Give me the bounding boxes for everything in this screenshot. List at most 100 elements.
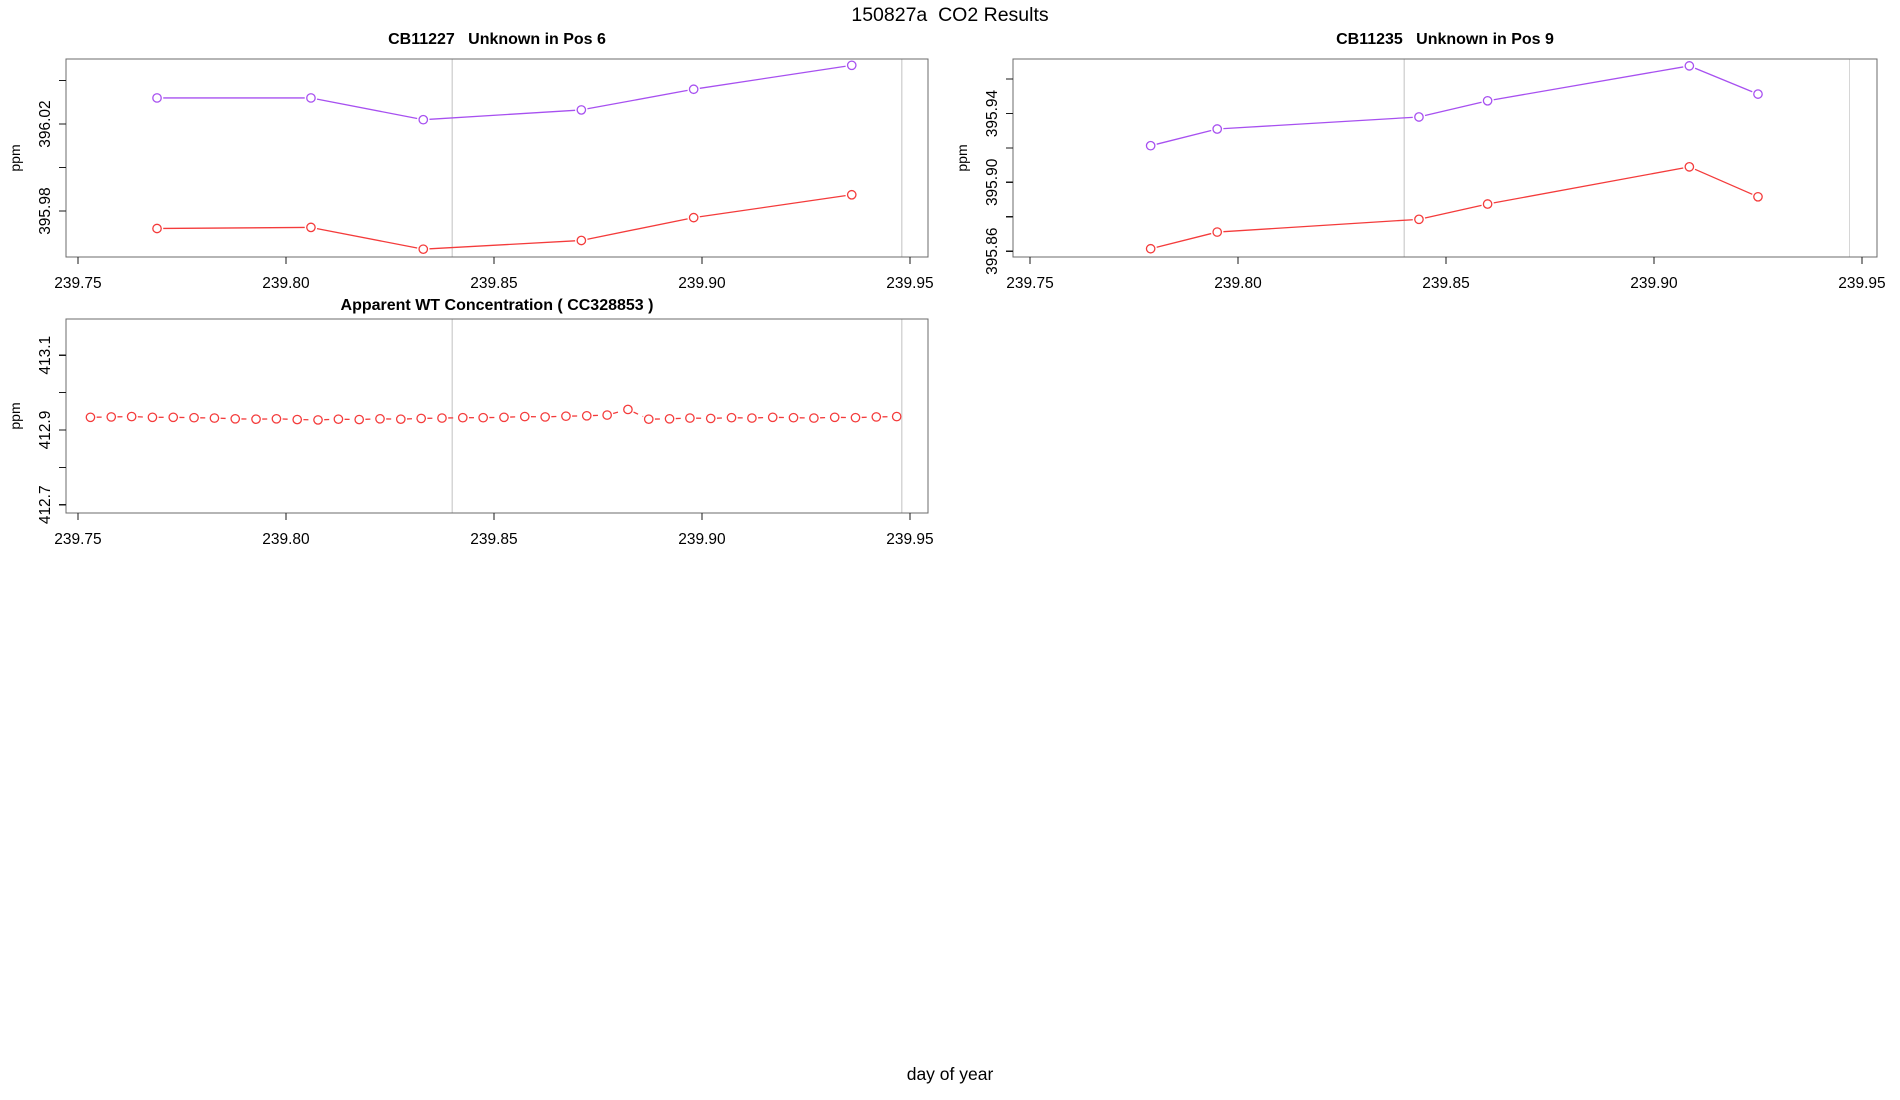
data-point-marker xyxy=(126,411,137,422)
data-point-marker xyxy=(418,244,429,255)
chart-pos9-title: CB11235 Unknown in Pos 9 xyxy=(1336,31,1554,48)
series-segment xyxy=(587,218,688,240)
data-point-marker xyxy=(705,413,716,424)
data-point-marker xyxy=(602,410,612,420)
series-segment xyxy=(633,411,644,418)
data-point-marker xyxy=(306,222,316,233)
x-tick-label: 239.75 xyxy=(54,531,101,548)
data-point-marker xyxy=(478,412,489,423)
series-segment xyxy=(1156,232,1212,248)
data-point-marker xyxy=(313,415,323,425)
x-tick-label: 239.85 xyxy=(1422,275,1469,292)
series-segment xyxy=(1424,204,1482,219)
data-point-marker xyxy=(664,413,675,424)
y-tick-label: 395.98 xyxy=(37,187,54,234)
data-point-marker xyxy=(1414,214,1424,225)
data-point-marker xyxy=(209,413,220,423)
data-point-marker xyxy=(271,413,282,424)
data-point-marker xyxy=(189,412,199,423)
data-point-marker xyxy=(623,404,633,415)
data-point-marker xyxy=(747,413,757,423)
data-point-marker xyxy=(416,413,427,424)
data-point-marker xyxy=(846,189,857,200)
x-tick-label: 239.85 xyxy=(470,531,517,548)
data-point-marker xyxy=(152,223,162,234)
data-point-marker xyxy=(767,412,778,423)
data-point-marker xyxy=(688,84,699,95)
data-point-marker xyxy=(809,413,819,423)
series-segment xyxy=(1156,129,1212,145)
series-segment xyxy=(429,240,576,250)
data-point-marker xyxy=(576,235,587,246)
data-point-marker xyxy=(333,414,344,425)
y-tick-label: 412.7 xyxy=(37,485,54,524)
x-tick-label: 239.80 xyxy=(262,531,310,548)
y-tick-label: 412.9 xyxy=(37,411,54,450)
chart-pos6-title: CB11227 Unknown in Pos 6 xyxy=(388,31,606,48)
data-point-marker xyxy=(581,410,592,421)
series-segment xyxy=(699,65,846,89)
series-segment xyxy=(1424,101,1482,117)
series-segment xyxy=(612,410,623,415)
data-point-marker xyxy=(576,105,587,115)
data-point-marker xyxy=(354,414,365,425)
figure-title: 150827a CO2 Results xyxy=(851,4,1049,26)
data-point-marker xyxy=(561,411,571,422)
series-segment xyxy=(1223,116,1413,130)
data-point-marker xyxy=(519,411,530,422)
data-point-marker xyxy=(688,212,699,223)
data-point-marker xyxy=(1753,89,1763,99)
series-segment xyxy=(1694,67,1753,93)
data-point-marker xyxy=(1145,243,1156,254)
data-point-marker xyxy=(1145,140,1156,151)
data-point-marker xyxy=(395,414,406,425)
data-point-marker xyxy=(106,412,117,422)
data-point-marker xyxy=(1414,112,1424,122)
chart-wt-ylabel: ppm xyxy=(7,402,23,430)
data-point-marker xyxy=(788,412,799,423)
chart-wt-title: Apparent WT Concentration ( CC328853 ) xyxy=(340,297,654,314)
data-point-marker xyxy=(891,411,902,422)
data-point-marker xyxy=(147,412,158,423)
data-point-marker xyxy=(375,413,385,424)
series-segment xyxy=(316,227,418,249)
panel-border xyxy=(65,318,929,514)
data-point-marker xyxy=(251,414,261,425)
data-point-marker xyxy=(1212,124,1223,134)
y-tick-label: 396.02 xyxy=(37,100,54,147)
data-point-marker xyxy=(846,60,857,71)
data-point-marker xyxy=(1684,162,1695,172)
y-tick-label: 395.94 xyxy=(984,89,1001,137)
x-tick-label: 239.90 xyxy=(678,275,726,292)
data-point-marker xyxy=(418,114,429,125)
chart-pos6-ylabel: ppm xyxy=(7,144,23,172)
data-point-marker xyxy=(230,413,241,424)
panel-border xyxy=(65,58,929,258)
shared-x-axis-label: day of year xyxy=(906,1064,994,1084)
data-point-marker xyxy=(685,413,695,423)
data-point-marker xyxy=(152,93,162,103)
x-tick-label: 239.95 xyxy=(886,531,933,548)
data-point-marker xyxy=(1482,199,1493,209)
data-point-marker xyxy=(168,412,179,423)
data-point-marker xyxy=(499,412,509,423)
x-tick-label: 239.95 xyxy=(1838,275,1885,292)
x-tick-label: 239.80 xyxy=(262,275,310,292)
data-point-marker xyxy=(85,412,96,423)
series-segment xyxy=(1223,219,1413,233)
series-segment xyxy=(587,89,688,110)
data-point-marker xyxy=(726,412,737,423)
chart-pos9-ylabel: ppm xyxy=(954,144,970,172)
series-segment xyxy=(1694,168,1753,195)
x-tick-label: 239.90 xyxy=(1630,275,1678,292)
x-tick-label: 239.80 xyxy=(1214,275,1262,292)
data-point-marker xyxy=(643,414,654,425)
series-segment xyxy=(699,195,846,218)
data-point-marker xyxy=(457,412,468,423)
series-segment xyxy=(316,98,418,120)
x-tick-label: 239.90 xyxy=(678,531,726,548)
data-point-marker xyxy=(1684,61,1695,71)
series-segment xyxy=(1493,66,1684,101)
